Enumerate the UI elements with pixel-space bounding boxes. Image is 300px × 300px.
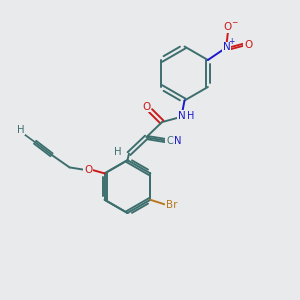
Text: O: O: [224, 22, 232, 32]
Text: H: H: [17, 124, 25, 135]
Text: O: O: [244, 40, 252, 50]
Text: H: H: [188, 111, 195, 121]
Text: O: O: [142, 101, 151, 112]
Text: C: C: [166, 136, 173, 146]
Text: +: +: [228, 38, 235, 46]
Text: H: H: [114, 147, 122, 157]
Text: N: N: [178, 111, 185, 121]
Text: Br: Br: [166, 200, 177, 210]
Text: N: N: [223, 42, 230, 52]
Text: O: O: [84, 165, 92, 175]
Text: −: −: [231, 18, 238, 27]
Text: N: N: [175, 136, 182, 146]
